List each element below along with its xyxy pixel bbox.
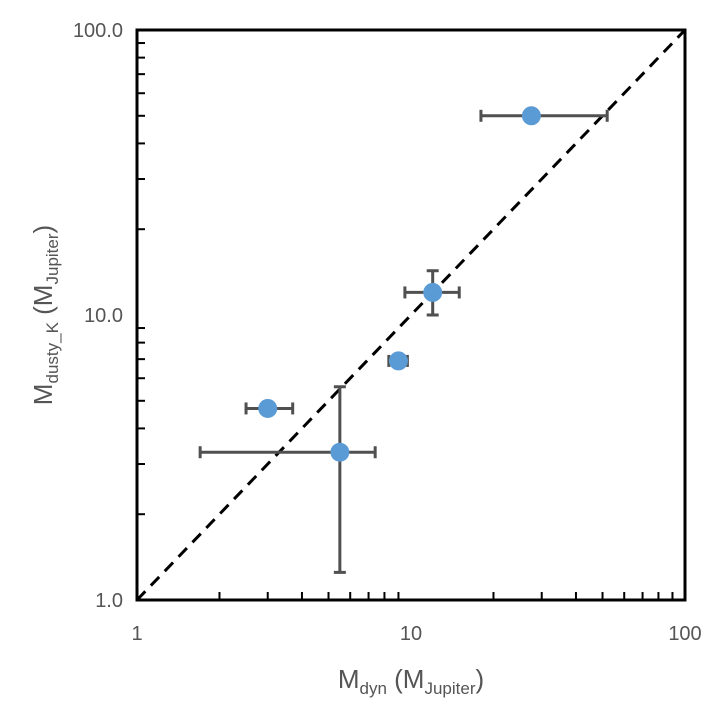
points-layer	[258, 106, 541, 462]
x-tick-label: 1	[131, 623, 142, 645]
data-point	[258, 398, 278, 418]
y-tick-label: 10.0	[84, 305, 123, 327]
error-bars-layer	[198, 109, 609, 574]
y-tick-label: 1.0	[95, 590, 123, 612]
plot-frame	[135, 28, 687, 602]
y-tick-label: 100.0	[73, 20, 123, 42]
data-point	[330, 442, 350, 462]
x-tick-label: 100	[668, 623, 701, 645]
one-to-one-line	[135, 28, 687, 602]
x-axis-label: Mdyn (MJupiter)	[338, 664, 484, 698]
y-axis-label: Mdusty_K (MJupiter)	[28, 225, 62, 405]
x-tick-label: 10	[400, 623, 422, 645]
data-point	[388, 351, 408, 371]
tick-labels-layer: 1 10 100 1.0 10.0 100.0	[73, 20, 702, 645]
data-point	[423, 282, 443, 302]
data-point	[521, 106, 541, 126]
reference-line-layer	[135, 28, 687, 602]
